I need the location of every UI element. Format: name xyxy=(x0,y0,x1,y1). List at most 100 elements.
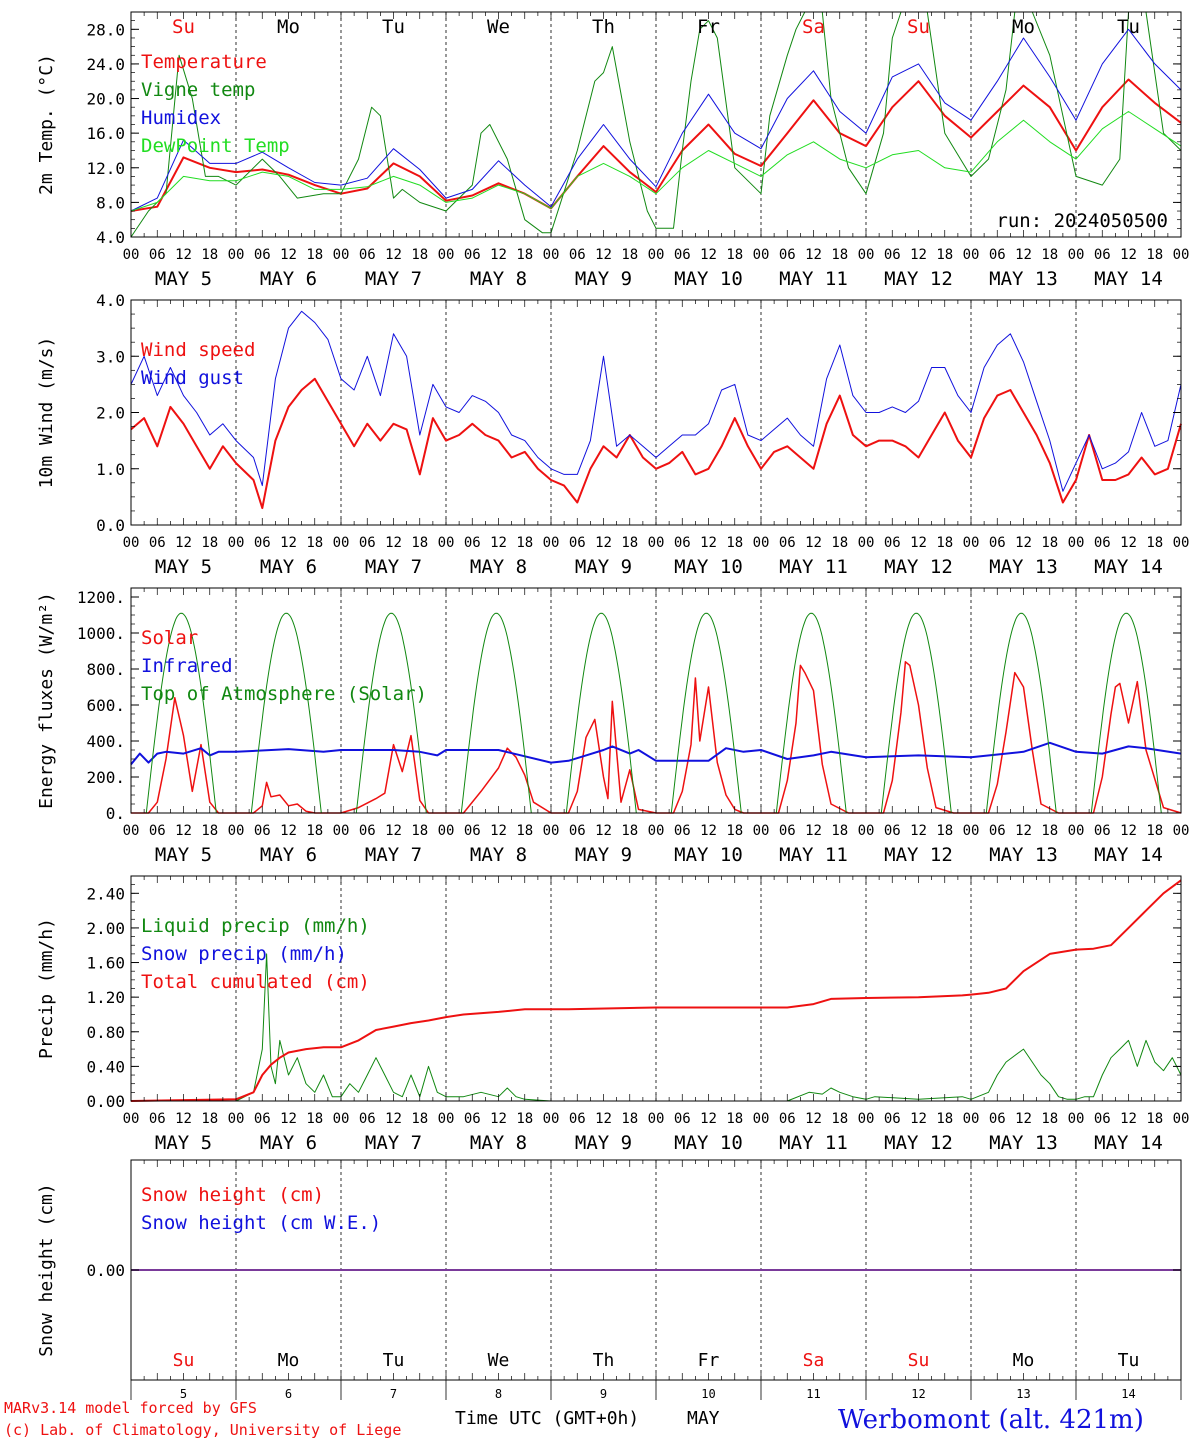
x-hour-label: 12 xyxy=(700,1111,717,1127)
day-number: 9 xyxy=(600,1387,607,1401)
x-date-label: MAY 6 xyxy=(260,844,317,866)
day-name-top: Su xyxy=(907,16,930,38)
y-tick-label: 0.00 xyxy=(86,1261,125,1280)
legend-entry: Wind speed xyxy=(141,339,255,361)
x-hour-label: 12 xyxy=(595,1111,612,1127)
day-number: 8 xyxy=(495,1387,502,1401)
y-tick-label: 1200. xyxy=(77,588,125,607)
x-hour-label: 12 xyxy=(910,823,927,839)
x-hour-label: 12 xyxy=(280,247,297,263)
series-line-toa-solar xyxy=(355,612,427,814)
x-hour-label: 06 xyxy=(359,535,376,551)
series-line-toa-solar xyxy=(145,612,217,814)
y-axis-label: Snow height (cm) xyxy=(36,1183,57,1356)
x-hour-label: 06 xyxy=(254,535,271,551)
x-hour-label: 00 xyxy=(1173,535,1190,551)
x-hour-label: 18 xyxy=(1041,535,1058,551)
day-name-bottom: Tu xyxy=(383,1350,405,1371)
x-hour-label: 12 xyxy=(175,1111,192,1127)
x-hour-label: 12 xyxy=(175,247,192,263)
x-hour-label: 00 xyxy=(648,535,665,551)
x-hour-label: 06 xyxy=(464,823,481,839)
x-hour-label: 12 xyxy=(385,1111,402,1127)
series-line-wind-gust xyxy=(130,310,1182,492)
x-hour-label: 18 xyxy=(201,535,218,551)
x-hour-label: 00 xyxy=(753,1111,770,1127)
x-hour-label: 00 xyxy=(543,247,560,263)
x-hour-label: 06 xyxy=(989,823,1006,839)
legend-entry: Temperature xyxy=(141,51,267,73)
series-line-toa-solar xyxy=(460,612,532,814)
day-number: 5 xyxy=(180,1387,187,1401)
day-number: 11 xyxy=(806,1387,820,1401)
x-hour-label: 00 xyxy=(333,247,350,263)
y-tick-label: 2.0 xyxy=(96,404,125,423)
legend-entry: Snow height (cm) xyxy=(141,1184,324,1206)
x-date-label: MAY 8 xyxy=(470,1132,527,1154)
x-hour-label: 18 xyxy=(726,535,743,551)
day-name-bottom: We xyxy=(488,1350,510,1371)
y-tick-label: 8.0 xyxy=(96,193,125,212)
x-hour-label: 06 xyxy=(1094,247,1111,263)
day-name-top: Mo xyxy=(277,16,300,38)
x-hour-label: 00 xyxy=(963,823,980,839)
x-hour-label: 06 xyxy=(674,535,691,551)
x-hour-label: 06 xyxy=(884,1111,901,1127)
x-date-label: MAY 13 xyxy=(989,1132,1058,1154)
day-number: 6 xyxy=(285,1387,292,1401)
legend-entry: Wind gust xyxy=(141,367,244,389)
x-hour-label: 00 xyxy=(963,535,980,551)
x-hour-label: 00 xyxy=(753,535,770,551)
x-date-label: MAY 7 xyxy=(365,1132,422,1154)
y-tick-label: 400. xyxy=(86,732,125,751)
legend-entry: Infrared xyxy=(141,655,233,677)
y-axis-label: Precip (mm/h) xyxy=(36,918,57,1059)
panel-1: 4.0 8.0 12.0 16.0 20.0 24.0 28.0 2m Temp. (°C) T… xyxy=(36,11,1189,290)
day-name-top: Su xyxy=(172,16,195,38)
x-date-label: MAY 11 xyxy=(779,1132,848,1154)
x-hour-label: 12 xyxy=(490,535,507,551)
day-name-bottom: Mo xyxy=(278,1350,300,1371)
x-hour-label: 00 xyxy=(333,535,350,551)
day-name-top: Fr xyxy=(697,16,720,38)
x-hour-label: 18 xyxy=(1146,823,1163,839)
x-hour-label: 06 xyxy=(149,535,166,551)
x-hour-label: 06 xyxy=(779,247,796,263)
series-line-toa-solar xyxy=(565,612,637,814)
x-hour-label: 00 xyxy=(438,535,455,551)
x-hour-label: 18 xyxy=(1146,535,1163,551)
panel-5: 0.00 Snow height (cm) Snow height (cm) Snow… xyxy=(36,1159,1182,1381)
day-number: 7 xyxy=(390,1387,397,1401)
x-hour-label: 06 xyxy=(884,535,901,551)
x-hour-label: 18 xyxy=(831,535,848,551)
series-line-toa-solar xyxy=(775,612,847,814)
x-date-label: MAY 5 xyxy=(155,1132,212,1154)
day-name-top: Tu xyxy=(382,16,405,38)
x-hour-label: 18 xyxy=(411,823,428,839)
x-hour-label: 06 xyxy=(464,247,481,263)
x-hour-label: 06 xyxy=(359,823,376,839)
x-date-label: MAY 7 xyxy=(365,268,422,290)
x-hour-label: 00 xyxy=(1068,823,1085,839)
series-line-dewpoint-temp xyxy=(130,111,1182,212)
x-hour-label: 06 xyxy=(884,823,901,839)
x-hour-label: 18 xyxy=(516,247,533,263)
y-tick-label: 200. xyxy=(86,768,125,787)
x-hour-label: 00 xyxy=(543,823,560,839)
series-line-vigne-temp xyxy=(130,11,1182,238)
y-tick-label: 2.40 xyxy=(86,884,125,903)
x-date-label: MAY 5 xyxy=(155,844,212,866)
y-tick-label: 3.0 xyxy=(96,347,125,366)
x-date-label: MAY 8 xyxy=(470,268,527,290)
day-name-bottom: Fr xyxy=(698,1350,720,1371)
x-hour-label: 18 xyxy=(516,823,533,839)
y-axis-label: Energy fluxes (W/m²) xyxy=(36,592,57,809)
day-number: 14 xyxy=(1121,1387,1135,1401)
x-hour-label: 12 xyxy=(595,823,612,839)
x-hour-label: 00 xyxy=(438,1111,455,1127)
legend-entry: Solar xyxy=(141,627,198,649)
y-tick-label: 24.0 xyxy=(86,55,125,74)
y-tick-label: 1000. xyxy=(77,624,125,643)
day-name-bottom: Sa xyxy=(803,1350,825,1371)
